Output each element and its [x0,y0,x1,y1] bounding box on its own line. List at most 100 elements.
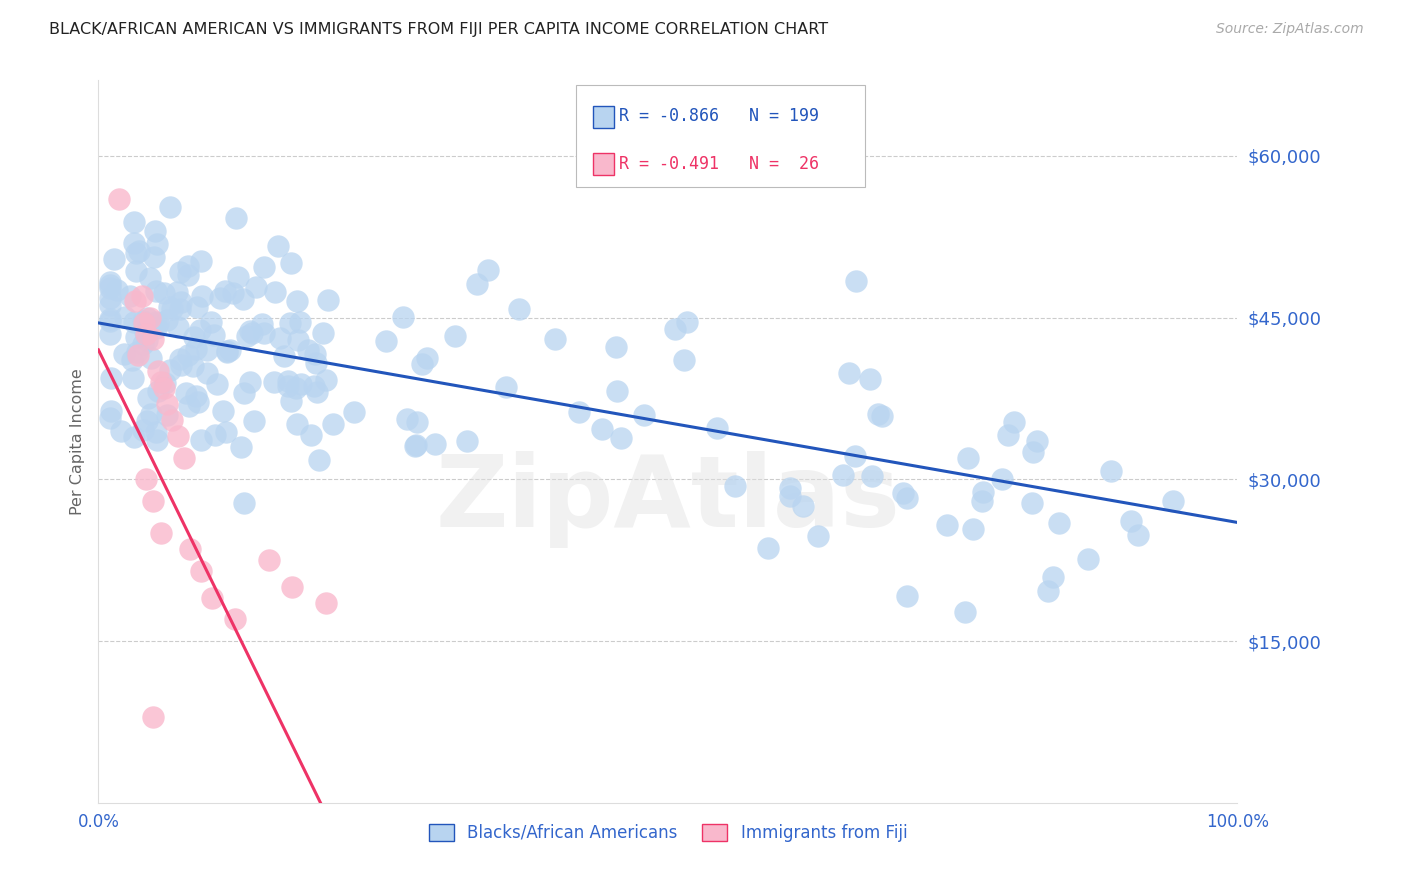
Point [243,414,266,428]
Point [263,375,285,389]
Point [159,200,181,214]
Point [495,380,517,394]
Point [156,408,179,422]
Point [395,412,418,426]
Text: BLACK/AFRICAN AMERICAN VS IMMIGRANTS FROM FIJI PER CAPITA INCOME CORRELATION CHA: BLACK/AFRICAN AMERICAN VS IMMIGRANTS FRO… [49,22,828,37]
Point [215,425,238,439]
Point [135,326,157,341]
Point [222,285,245,300]
Point [148,316,170,330]
Point [225,211,247,226]
Point [114,347,136,361]
Point [779,481,801,495]
Point [232,292,254,306]
Point [706,421,728,435]
Point [316,293,339,307]
Point [290,377,312,392]
Point [177,348,200,362]
Point [179,542,201,557]
Point [1021,496,1043,510]
Point [508,301,530,316]
Point [280,394,302,409]
Point [153,381,176,395]
Point [860,469,883,483]
Point [281,580,304,594]
Point [98,291,121,305]
Point [896,491,918,505]
Point [143,224,166,238]
Point [633,409,655,423]
Point [233,496,256,510]
Point [132,423,155,437]
Point [188,323,211,337]
Point [98,281,121,295]
Point [273,349,295,363]
Point [322,417,344,432]
Point [297,343,319,358]
Point [136,414,159,428]
Point [160,301,183,316]
Text: R = -0.866   N = 199: R = -0.866 N = 199 [619,107,818,125]
Point [891,485,914,500]
Point [664,322,686,336]
Point [146,433,169,447]
Point [280,256,302,270]
Point [859,371,882,385]
Point [124,246,146,260]
Point [278,316,301,330]
Point [304,347,326,361]
Point [240,326,263,341]
Point [125,344,148,359]
Point [305,384,328,399]
Point [176,260,198,274]
Point [845,274,868,288]
Point [267,239,290,253]
Point [110,424,132,438]
Point [477,263,499,277]
Point [239,375,262,389]
Point [374,334,396,349]
Point [142,709,165,723]
Point [456,434,478,448]
Point [315,596,337,610]
Point [134,325,156,339]
Point [411,357,433,371]
Point [779,489,801,503]
Point [143,250,166,264]
Point [792,499,814,513]
Point [868,407,890,421]
Point [308,452,330,467]
Point [962,522,984,536]
Text: R = -0.491   N =  26: R = -0.491 N = 26 [619,155,818,173]
Point [120,289,142,303]
Point [953,605,976,619]
Point [287,294,309,309]
Point [252,326,274,340]
Point [285,381,308,395]
Point [1025,434,1047,448]
Point [145,425,167,439]
Point [204,428,226,442]
Point [250,317,273,331]
Point [232,386,254,401]
Point [831,467,853,482]
Point [131,289,153,303]
Point [672,353,695,368]
Point [423,436,446,450]
Point [98,312,121,326]
Point [465,277,488,291]
Point [122,315,145,329]
Point [166,320,188,334]
Point [544,332,567,346]
Point [1099,464,1122,478]
Point [138,271,160,285]
Point [184,342,207,356]
Point [114,310,136,325]
Point [305,355,328,369]
Point [200,315,222,329]
Point [187,394,209,409]
Point [935,517,957,532]
Point [610,431,633,445]
Point [259,553,281,567]
Point [98,314,121,328]
